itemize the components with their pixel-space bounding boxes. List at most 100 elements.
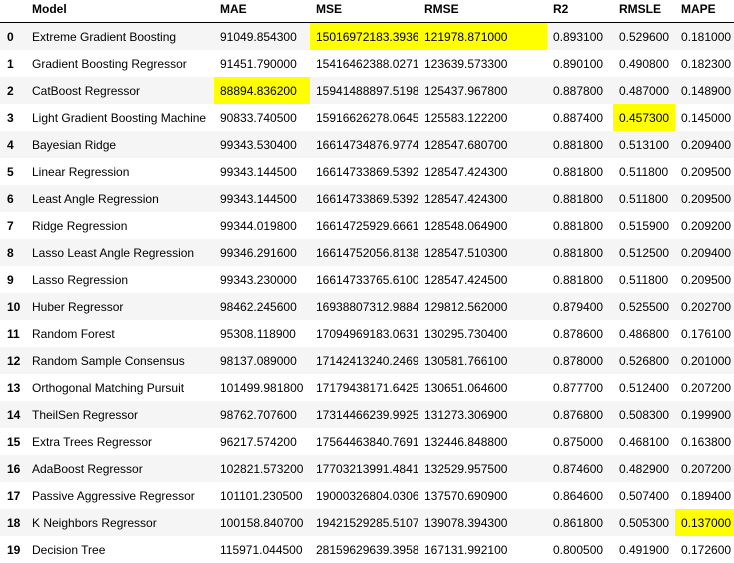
mae-cell: 101101.230500 [214, 482, 310, 509]
cell-value: 167131.992100 [418, 543, 507, 557]
cell-value: 128547.424300 [418, 165, 507, 179]
model-header: Model [26, 0, 214, 23]
r2-cell: 0.861800 [547, 509, 613, 536]
cell-value: 0.878600 [547, 327, 603, 341]
cell-value: 130581.766100 [418, 354, 507, 368]
mape-cell: 0.202700 [675, 293, 734, 320]
cell-value: 0.487000 [613, 84, 669, 98]
rmsle-cell: 0.525500 [613, 293, 675, 320]
cell-value: 123639.573300 [418, 57, 507, 71]
cell-value: 0.887800 [547, 84, 603, 98]
cell-value: 0.182300 [675, 57, 731, 71]
cell-value: 88894.836200 [214, 84, 297, 98]
mae-cell: 88894.836200 [214, 77, 310, 104]
mae-cell: 91451.790000 [214, 50, 310, 77]
cell-value: 0.879400 [547, 300, 603, 314]
cell-value: 0.515900 [613, 219, 669, 233]
model-cell: Decision Tree [26, 536, 214, 563]
r2-cell: 0.879400 [547, 293, 613, 320]
cell-value: 115971.044500 [214, 543, 303, 557]
row-index: 1 [0, 50, 26, 77]
rmsle-cell: 0.511800 [613, 266, 675, 293]
row-index: 6 [0, 185, 26, 212]
model-cell: Gradient Boosting Regressor [26, 50, 214, 77]
cell-value: Bayesian Ridge [26, 138, 116, 152]
cell-value: AdaBoost Regressor [26, 462, 143, 476]
cell-value: 0.176100 [675, 327, 731, 341]
model-cell: Random Sample Consensus [26, 347, 214, 374]
rmsle-header: RMSLE [613, 0, 675, 23]
mape-cell: 0.182300 [675, 50, 734, 77]
cell-value: 128547.424300 [418, 192, 507, 206]
cell-value: 0.511800 [613, 273, 668, 287]
mae-cell: 102821.573200 [214, 455, 310, 482]
mse-cell: 16938807312.988400 [310, 293, 418, 320]
cell-value: Decision Tree [26, 543, 105, 557]
rmse-cell: 139078.394300 [418, 509, 547, 536]
cell-value: 0.875000 [547, 435, 603, 449]
cell-value: 0.209200 [675, 219, 731, 233]
mape-cell: 0.176100 [675, 320, 734, 347]
cell-value: 129812.562000 [418, 300, 507, 314]
cell-value: 16614733765.610001 [310, 273, 418, 287]
cell-value: 0.490800 [613, 57, 669, 71]
cell-value: 95308.118900 [214, 327, 296, 341]
cell-value: 137570.690900 [418, 489, 507, 503]
cell-value: 0.887400 [547, 111, 603, 125]
cell-value: 139078.394300 [418, 516, 507, 530]
cell-value: Lasso Regression [26, 273, 128, 287]
header-label: RMSLE [613, 2, 661, 16]
cell-value: 0.505300 [613, 516, 669, 530]
mse-cell: 15916626278.064501 [310, 104, 418, 131]
r2-cell: 0.881800 [547, 185, 613, 212]
cell-value: 0.881800 [547, 246, 603, 260]
rmse-cell: 129812.562000 [418, 293, 547, 320]
rmsle-cell: 0.529600 [613, 23, 675, 51]
cell-value: 0.878000 [547, 354, 603, 368]
cell-value: 125583.122200 [418, 111, 507, 125]
model-cell: TheilSen Regressor [26, 401, 214, 428]
cell-value: 99343.530400 [214, 138, 297, 152]
cell-value: 0.163800 [675, 435, 731, 449]
rmse-header: RMSE [418, 0, 547, 23]
cell-value: 91049.854300 [214, 30, 297, 44]
mape-cell: 0.209500 [675, 158, 734, 185]
mse-cell: 16614733869.539200 [310, 185, 418, 212]
cell-value: 0.199900 [675, 408, 731, 422]
model-cell: Least Angle Regression [26, 185, 214, 212]
mse-header: MSE [310, 0, 418, 23]
row-index: 16 [0, 455, 26, 482]
cell-value: 0.189400 [675, 489, 731, 503]
cell-value: 16614734876.977400 [310, 138, 418, 152]
cell-value: 132529.957500 [418, 462, 507, 476]
r2-cell: 0.881800 [547, 239, 613, 266]
header-label: MAE [214, 2, 247, 16]
cell-value: 0.513100 [613, 138, 669, 152]
mse-cell: 17314466239.992599 [310, 401, 418, 428]
mse-cell: 16614734876.977400 [310, 131, 418, 158]
mae-cell: 99344.019800 [214, 212, 310, 239]
mae-cell: 90833.740500 [214, 104, 310, 131]
cell-value: 15941488897.519899 [310, 84, 418, 98]
cell-value: 0.861800 [547, 516, 603, 530]
r2-cell: 0.876800 [547, 401, 613, 428]
model-cell: K Neighbors Regressor [26, 509, 214, 536]
index-header [0, 0, 26, 23]
rmse-cell: 137570.690900 [418, 482, 547, 509]
rmsle-cell: 0.515900 [613, 212, 675, 239]
mape-cell: 0.207200 [675, 374, 734, 401]
r2-cell: 0.881800 [547, 212, 613, 239]
cell-value: 90833.740500 [214, 111, 297, 125]
cell-value: 0.511800 [613, 165, 668, 179]
cell-value: 99344.019800 [214, 219, 297, 233]
mae-cell: 98137.089000 [214, 347, 310, 374]
cell-value: 130295.730400 [418, 327, 507, 341]
